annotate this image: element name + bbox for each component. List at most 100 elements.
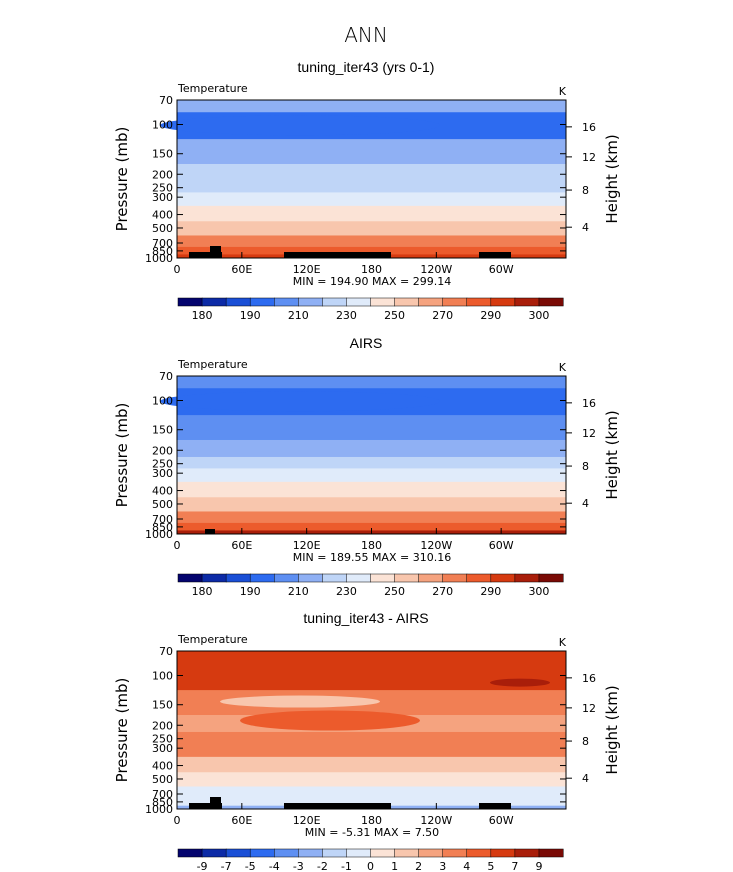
variable-label: Temperature — [177, 358, 248, 371]
y2-axis-label: Height (km) — [603, 134, 621, 223]
colorbar-swatch — [346, 297, 372, 307]
y2-axis-label: Height (km) — [603, 410, 621, 499]
colorbar-swatch — [298, 297, 323, 307]
x-tick-label: 120W — [420, 263, 452, 276]
colorbar-label: 180 — [192, 585, 213, 598]
colorbar-swatch — [274, 848, 299, 858]
colorbar-swatch — [538, 573, 564, 583]
panel-title: tuning_iter43 - AIRS — [303, 610, 428, 626]
layer-band — [177, 180, 566, 193]
y-tick-label: 1000 — [145, 252, 173, 265]
colorbar-label: 300 — [528, 585, 549, 598]
colorbar-label: 190 — [240, 309, 261, 322]
y-tick-label: 200 — [152, 444, 173, 457]
layer-band — [177, 481, 566, 498]
y-tick-label: 300 — [152, 191, 173, 204]
colorbar-swatch — [274, 573, 299, 583]
colorbar-label: 290 — [480, 309, 501, 322]
y-tick-label: 200 — [152, 719, 173, 732]
layer-band — [177, 522, 566, 531]
colorbar-label: 4 — [463, 860, 470, 872]
x-tick-label: 180 — [361, 539, 382, 552]
layer-band — [177, 376, 566, 389]
min-max-stats: MIN = 194.90 MAX = 299.14 — [293, 275, 451, 288]
x-tick-label: 0 — [174, 539, 181, 552]
y-tick-label: 700 — [152, 788, 173, 801]
y-tick-label: 300 — [152, 742, 173, 755]
min-max-stats: MIN = 189.55 MAX = 310.16 — [293, 551, 451, 564]
y-tick-label: 250 — [152, 733, 173, 746]
colorbar-swatch — [490, 297, 516, 307]
colorbar-label: 290 — [480, 585, 501, 598]
y-tick-label: 100 — [152, 394, 173, 407]
colorbar-label: 270 — [432, 585, 453, 598]
layer-band — [177, 743, 566, 758]
x-tick-label: 60W — [489, 539, 514, 552]
y-tick-label: 500 — [152, 773, 173, 786]
x-tick-label: 120W — [420, 814, 452, 827]
layer-band — [177, 511, 566, 524]
colorbar-label: 5 — [487, 860, 494, 872]
y-tick-label: 150 — [152, 148, 173, 161]
variable-label: Temperature — [177, 633, 248, 646]
colorbar-label: 230 — [336, 585, 357, 598]
x-tick-label: 60E — [231, 814, 252, 827]
panel-1: tuning_iter43 (yrs 0-1) Temperature K 70 100… — [113, 59, 621, 322]
colorbar-swatch — [394, 848, 420, 858]
colorbar-swatch — [538, 297, 564, 307]
terrain — [210, 246, 221, 258]
x-tick-label: 0 — [174, 814, 181, 827]
y-tick-label: 200 — [152, 168, 173, 181]
panel-title: tuning_iter43 (yrs 0-1) — [298, 59, 435, 75]
colorbar-swatch — [394, 297, 420, 307]
x-tick-label: 60W — [489, 263, 514, 276]
colorbar-label: 230 — [336, 309, 357, 322]
layer-band — [177, 456, 566, 469]
colorbar-label: 180 — [192, 309, 213, 322]
colorbar-swatch — [249, 848, 275, 858]
x-tick-label: 120E — [293, 263, 321, 276]
y2-axis-label: Height (km) — [603, 685, 621, 774]
y2-tick-label: 4 — [582, 497, 589, 510]
y-tick-label: 150 — [152, 424, 173, 437]
colorbar-swatch — [201, 297, 227, 307]
tropopause-cold — [160, 115, 440, 136]
colorbar-swatch — [514, 848, 540, 858]
colorbar-swatch — [418, 848, 444, 858]
panel-title: AIRS — [350, 335, 383, 351]
y2-tick-label: 8 — [582, 460, 589, 473]
colorbar-label: 3 — [439, 860, 446, 872]
layer-band — [177, 786, 566, 799]
x-tick-label: 60W — [489, 814, 514, 827]
layer-band — [177, 100, 566, 113]
colorbar-label: 270 — [432, 309, 453, 322]
layer-band — [177, 415, 566, 441]
y-tick-label: 1000 — [145, 803, 173, 816]
colorbar-swatch — [418, 297, 444, 307]
x-tick-label: 180 — [361, 814, 382, 827]
y-tick-label: 850 — [152, 245, 173, 258]
y-axis-label: Pressure (mb) — [113, 403, 131, 508]
colorbar-swatch — [298, 573, 323, 583]
colorbar-swatch — [322, 848, 347, 858]
colorbar-label: 210 — [288, 309, 309, 322]
colorbar-swatch — [322, 573, 347, 583]
colorbar-label: -1 — [341, 860, 352, 872]
colorbar-swatch — [514, 297, 540, 307]
x-tick-label: 180 — [361, 263, 382, 276]
colorbar-label: 7 — [511, 860, 518, 872]
y2-tick-label: 16 — [582, 397, 596, 410]
colorbar-swatch — [370, 848, 396, 858]
colorbar-swatch — [298, 848, 323, 858]
y2-tick-label: 12 — [582, 702, 596, 715]
x-tick-label: 120W — [420, 539, 452, 552]
y-tick-label: 700 — [152, 237, 173, 250]
layer-band — [177, 756, 566, 773]
y-tick-label: 150 — [152, 699, 173, 712]
x-tick-label: 60E — [231, 263, 252, 276]
layer-band — [177, 221, 566, 236]
min-max-stats: MIN = -5.31 MAX = 7.50 — [305, 826, 439, 839]
colorbar-swatch — [322, 297, 347, 307]
y2-tick-label: 4 — [582, 221, 589, 234]
